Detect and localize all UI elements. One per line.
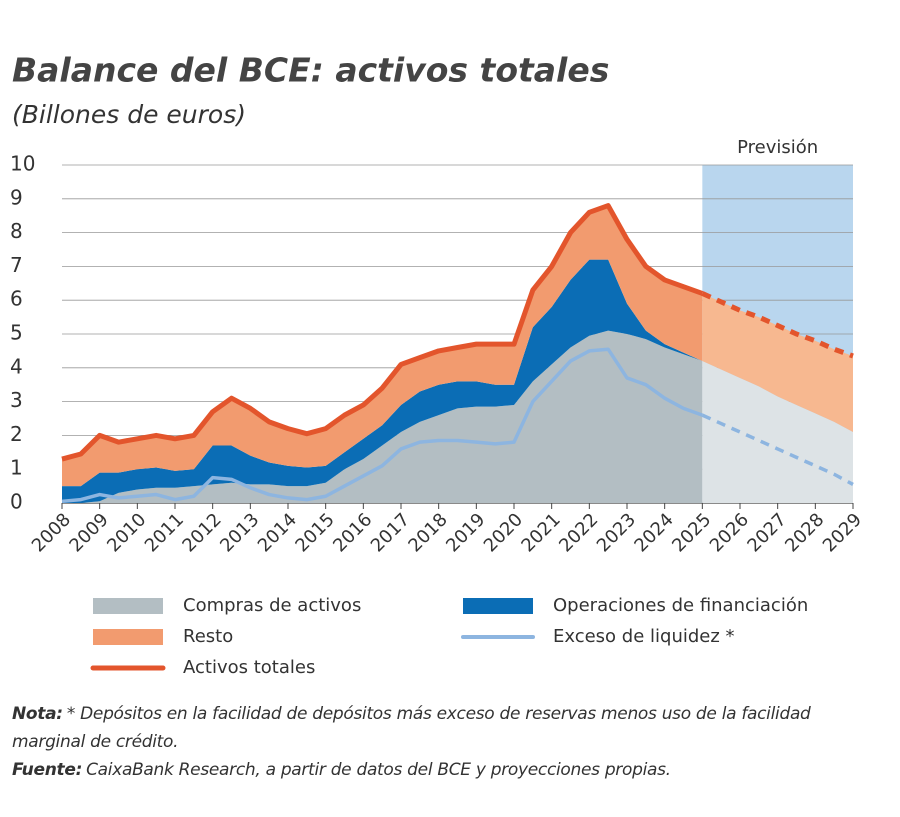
- x-tick-label: 2009: [65, 509, 112, 556]
- legend-label: Activos totales: [183, 657, 315, 678]
- x-tick-label: 2016: [329, 509, 376, 556]
- line: [701, 413, 854, 486]
- x-tick-label: 2010: [103, 509, 150, 556]
- note-text: * Depósitos en la facilidad de depósitos…: [12, 704, 811, 752]
- x-tick-label: 2014: [254, 509, 301, 556]
- y-tick-label: 4: [10, 354, 23, 378]
- x-tick-label: 2018: [404, 509, 451, 556]
- legend-label: Resto: [183, 626, 233, 647]
- line: [61, 203, 704, 462]
- area: [702, 361, 853, 503]
- note: Fuente: CaixaBank Research, a partir de d…: [12, 756, 882, 784]
- area: [702, 293, 853, 433]
- legend-swatch: [93, 598, 163, 614]
- y-tick-label: 3: [10, 388, 23, 412]
- x-tick-label: 2022: [555, 509, 602, 556]
- y-tick-label: 7: [10, 253, 23, 277]
- y-tick-label: 9: [10, 185, 23, 209]
- legend-label: Exceso de liquidez *: [553, 626, 735, 647]
- legend-swatch: [463, 598, 533, 614]
- line: [61, 347, 703, 504]
- x-tick-label: 2021: [517, 509, 564, 556]
- x-tick-label: 2020: [480, 509, 527, 556]
- x-tick-label: 2013: [216, 509, 263, 556]
- x-tick-label: 2026: [706, 509, 753, 556]
- y-tick-label: 5: [10, 321, 23, 345]
- x-tick-label: 2017: [367, 509, 414, 556]
- note-text: CaixaBank Research, a partir de datos de…: [86, 760, 671, 780]
- x-tick-label: 2029: [819, 509, 866, 556]
- forecast-label: Previsión: [737, 137, 818, 158]
- chart: Balance del BCE: activos totales (Billon…: [10, 51, 866, 679]
- legend-swatch: [93, 629, 163, 645]
- area: [62, 205, 703, 487]
- notes: Nota: * Depósitos en la facilidad de depó…: [12, 700, 882, 784]
- x-tick-label: 2027: [743, 509, 790, 556]
- x-tick-label: 2019: [442, 509, 489, 556]
- x-tick-label: 2025: [668, 509, 715, 556]
- y-tick-label: 10: [10, 152, 35, 176]
- y-tick-label: 2: [10, 422, 23, 446]
- note: Nota: * Depósitos en la facilidad de depó…: [12, 700, 882, 756]
- area: [62, 330, 703, 503]
- y-tick-label: 8: [10, 219, 23, 243]
- x-tick-label: 2012: [178, 509, 225, 556]
- chart-title: Balance del BCE: activos totales: [12, 51, 609, 90]
- x-tick-label: 2011: [141, 509, 188, 556]
- chart-subtitle: (Billones de euros): [12, 100, 246, 129]
- y-tick-label: 0: [10, 490, 23, 514]
- area: [62, 259, 703, 503]
- y-tick-label: 6: [10, 287, 23, 311]
- note-label: Nota:: [12, 704, 63, 724]
- x-tick-label: 2028: [781, 509, 828, 556]
- y-tick-label: 1: [10, 456, 23, 480]
- x-tick-label: 2024: [630, 509, 677, 556]
- line: [701, 291, 854, 359]
- x-tick-label: 2015: [291, 509, 338, 556]
- note-label: Fuente:: [12, 760, 83, 780]
- legend-label: Compras de activos: [183, 595, 361, 616]
- x-tick-label: 2008: [28, 509, 75, 556]
- x-tick-label: 2023: [593, 509, 640, 556]
- legend-label: Operaciones de financiación: [553, 595, 808, 616]
